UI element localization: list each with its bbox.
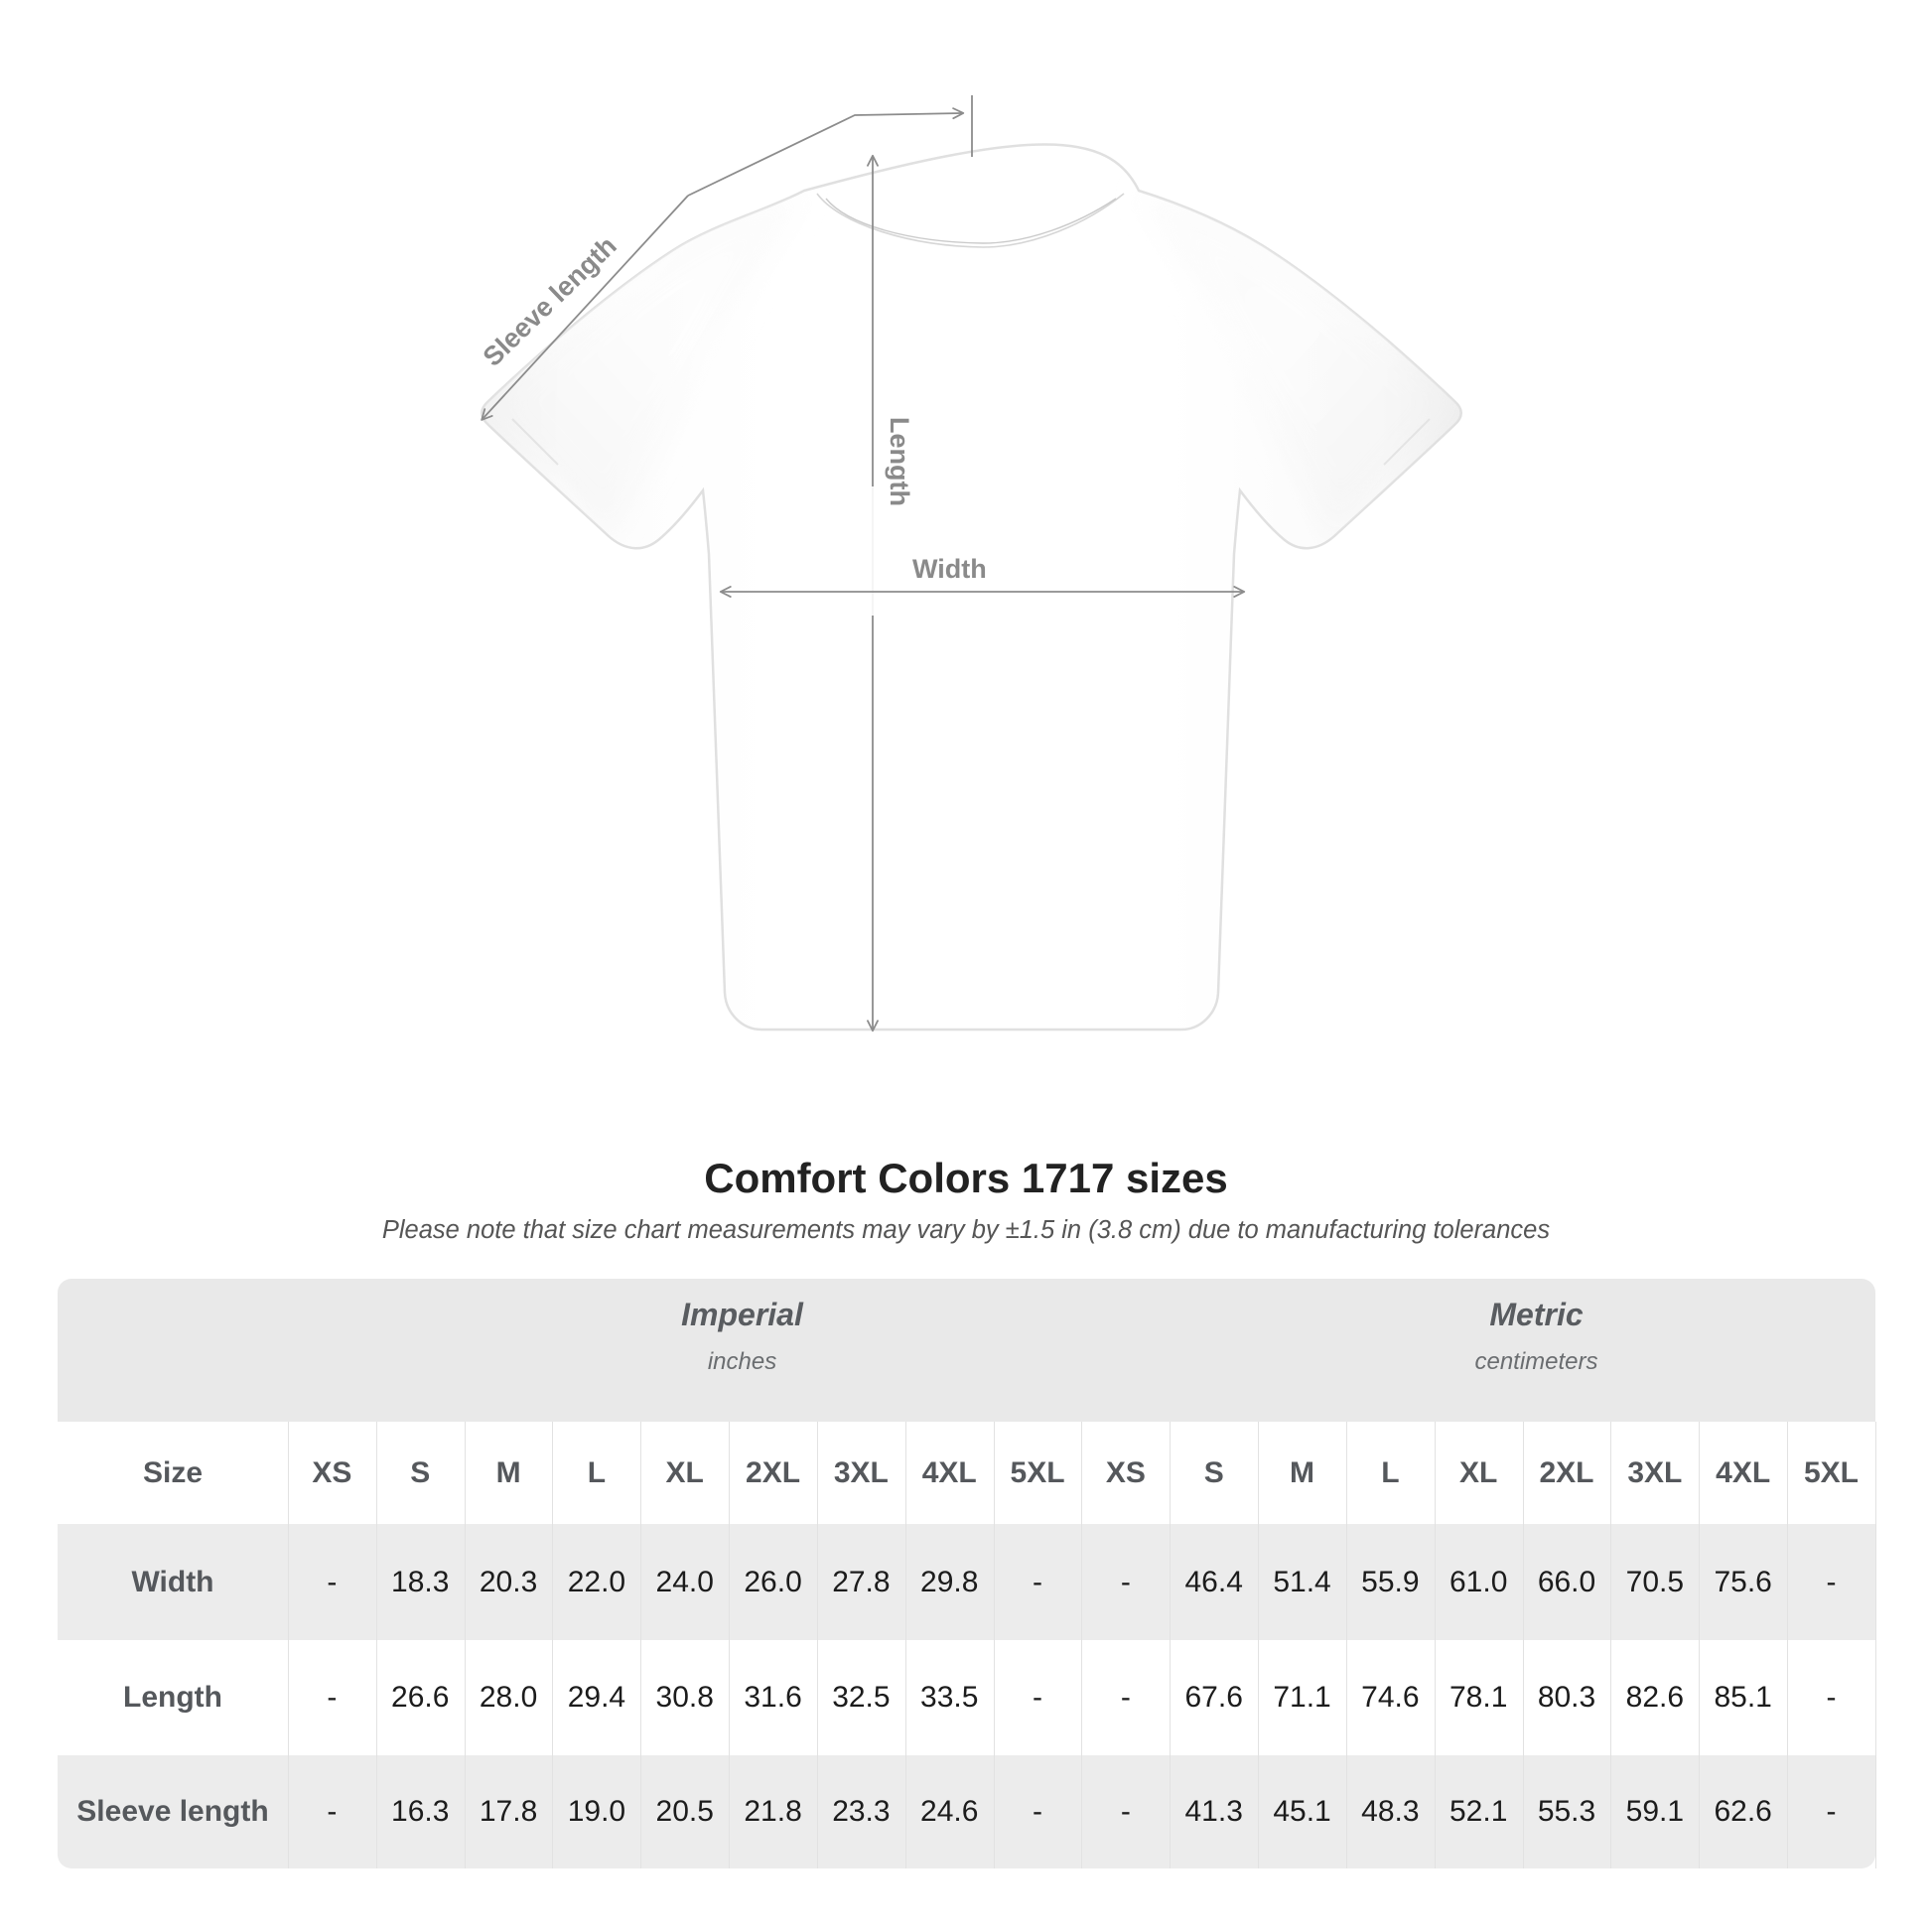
svg-text:Length: Length (885, 417, 914, 506)
svg-text:Width: Width (912, 554, 987, 584)
